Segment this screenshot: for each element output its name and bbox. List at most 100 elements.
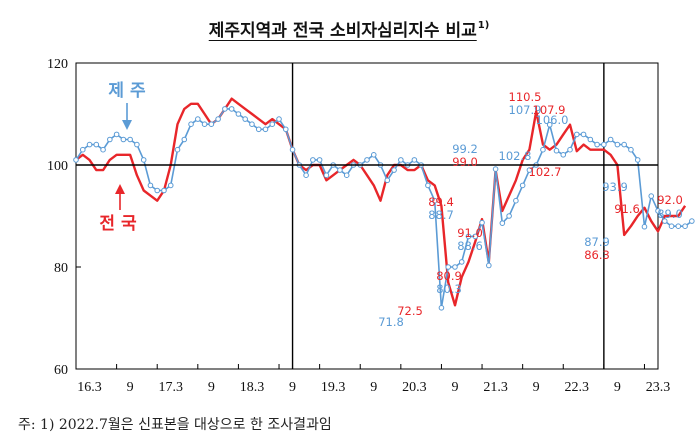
jeju-data-point — [452, 264, 458, 270]
jeju-data-point — [167, 182, 174, 189]
jeju-data-point — [289, 146, 296, 153]
national-value-label: 110.5 — [509, 90, 542, 104]
jeju-data-point — [479, 219, 485, 226]
jeju-data-point — [73, 157, 79, 163]
jeju-value-label: 93.9 — [602, 180, 628, 194]
jeju-data-point — [303, 172, 309, 178]
y-tick-label: 120 — [47, 57, 68, 72]
y-tick-label: 80 — [54, 261, 68, 276]
jeju-data-point — [384, 177, 391, 184]
national-value-label: 99.0 — [452, 155, 478, 169]
x-tick-label: 16.3 — [77, 380, 102, 395]
plot-frame — [75, 62, 659, 370]
jeju-data-point — [215, 116, 221, 122]
jeju-data-point — [465, 233, 472, 240]
jeju-data-point — [580, 131, 587, 138]
national-value-label: 91.0 — [457, 226, 483, 240]
national-value-label: 91.6 — [614, 202, 640, 216]
jeju-data-point — [391, 167, 397, 173]
jeju-data-point — [235, 111, 242, 117]
jeju-value-label: 88.7 — [428, 208, 454, 222]
jeju-data-point — [567, 146, 573, 153]
jeju-data-point — [553, 147, 560, 154]
national-value-label: 86.3 — [584, 248, 610, 262]
jeju-data-point — [134, 141, 140, 148]
jeju-data-point — [614, 141, 621, 148]
jeju-data-point — [540, 146, 546, 153]
jeju-data-point — [195, 116, 201, 122]
jeju-data-point — [255, 126, 262, 133]
jeju-data-point — [641, 223, 648, 230]
jeju-data-point — [546, 121, 553, 128]
x-tick-label: 9 — [370, 380, 377, 395]
national-series-line — [75, 97, 687, 307]
national-series-label: 전 국 — [99, 214, 137, 234]
jeju-value-label: 106.0 — [536, 113, 569, 127]
jeju-data-point — [438, 305, 445, 311]
jeju-data-point — [161, 187, 167, 194]
jeju-data-point — [634, 157, 641, 163]
national-value-label: 80.9 — [436, 269, 462, 283]
jeju-data-point — [506, 213, 512, 219]
chart-title-footnote-mark: 1) — [477, 20, 490, 31]
jeju-data-point — [370, 152, 377, 158]
national-value-label: 107.9 — [533, 103, 566, 117]
chart-footnote: 주: 1) 2022.7월은 신표본을 대상으로 한 조사결과임 — [18, 417, 332, 433]
jeju-value-label: 71.8 — [378, 315, 404, 329]
x-tick-label: 21.3 — [483, 380, 508, 395]
jeju-data-point — [661, 218, 668, 224]
jeju-data-point — [601, 141, 607, 148]
jeju-data-point — [282, 126, 289, 133]
jeju-value-label: 99.2 — [452, 142, 478, 156]
jeju-data-point — [458, 259, 465, 265]
jeju-series-line — [75, 108, 693, 309]
jeju-data-point — [472, 233, 479, 240]
jeju-data-point — [276, 116, 282, 122]
jeju-data-point — [587, 136, 594, 143]
jeju-data-point — [242, 116, 248, 122]
jeju-data-point — [249, 121, 255, 127]
y-tick-label: 60 — [54, 363, 68, 378]
jeju-value-label: 102.8 — [499, 149, 532, 163]
jeju-data-point — [107, 136, 113, 143]
y-tick-label: 100 — [47, 159, 68, 174]
national-label-arrowhead — [115, 184, 125, 194]
jeju-data-point — [526, 167, 533, 173]
jeju-value-label: 107.9 — [509, 103, 542, 117]
x-tick-label: 18.3 — [240, 380, 265, 395]
jeju-data-point — [174, 146, 181, 153]
jeju-data-point — [364, 157, 370, 163]
jeju-data-point — [560, 152, 567, 158]
jeju-data-point — [147, 182, 154, 189]
x-tick-label: 22.3 — [565, 380, 590, 395]
x-tick-label: 9 — [451, 380, 458, 395]
jeju-data-point — [682, 223, 688, 229]
jeju-data-point — [208, 121, 215, 127]
jeju-data-point — [486, 262, 492, 269]
jeju-data-point — [573, 131, 580, 138]
jeju-series-label: 제 주 — [108, 81, 146, 101]
jeju-data-point — [621, 141, 627, 148]
jeju-value-label: 89.0 — [657, 207, 683, 221]
jeju-data-point — [262, 126, 269, 133]
jeju-data-point — [228, 106, 235, 112]
jeju-data-point — [499, 220, 506, 226]
x-tick-label: 9 — [614, 380, 621, 395]
jeju-data-point — [181, 136, 188, 143]
jeju-data-point — [79, 146, 86, 153]
jeju-data-point — [269, 121, 276, 127]
x-tick-label: 9 — [533, 380, 540, 395]
jeju-value-label: 80.3 — [436, 282, 462, 296]
jeju-data-point — [316, 157, 323, 163]
jeju-data-point — [445, 264, 452, 270]
jeju-data-point — [519, 182, 526, 189]
jeju-data-point — [398, 157, 404, 163]
jeju-data-point — [310, 157, 316, 163]
jeju-data-point — [668, 223, 675, 229]
jeju-value-label: 88.6 — [457, 239, 483, 253]
jeju-data-point — [425, 182, 431, 189]
jeju-data-point — [648, 193, 655, 199]
x-tick-label: 23.3 — [646, 380, 671, 395]
x-tick-label: 19.3 — [321, 380, 346, 395]
